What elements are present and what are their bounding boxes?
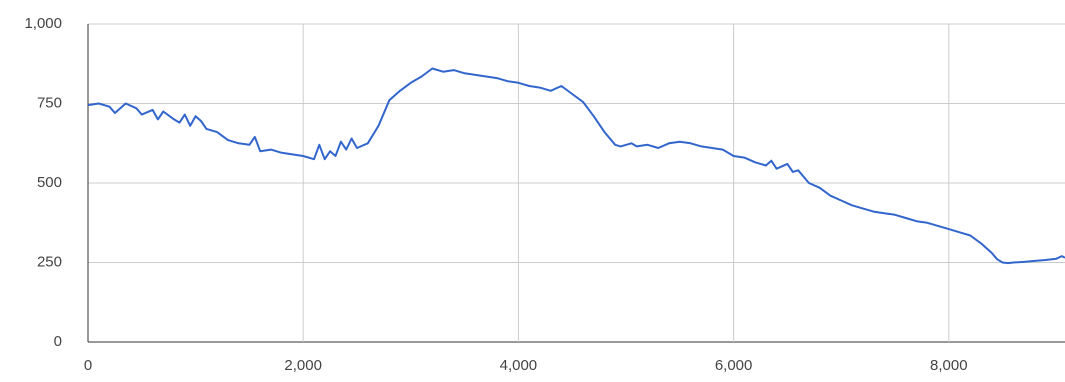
x-tick-label: 0 — [84, 357, 92, 374]
x-tick-label: 2,000 — [284, 357, 322, 374]
data-line — [87, 67, 1065, 265]
y-tick-label: 250 — [37, 253, 62, 270]
y-tick-label: 1,000 — [24, 15, 62, 32]
y-tick-label: 750 — [37, 94, 62, 111]
x-tick-label: 4,000 — [500, 357, 538, 374]
y-tick-label: 500 — [37, 174, 62, 191]
x-tick-label: 8,000 — [930, 357, 968, 374]
y-tick-label: 0 — [54, 333, 62, 350]
x-tick-label: 6,000 — [715, 357, 753, 374]
